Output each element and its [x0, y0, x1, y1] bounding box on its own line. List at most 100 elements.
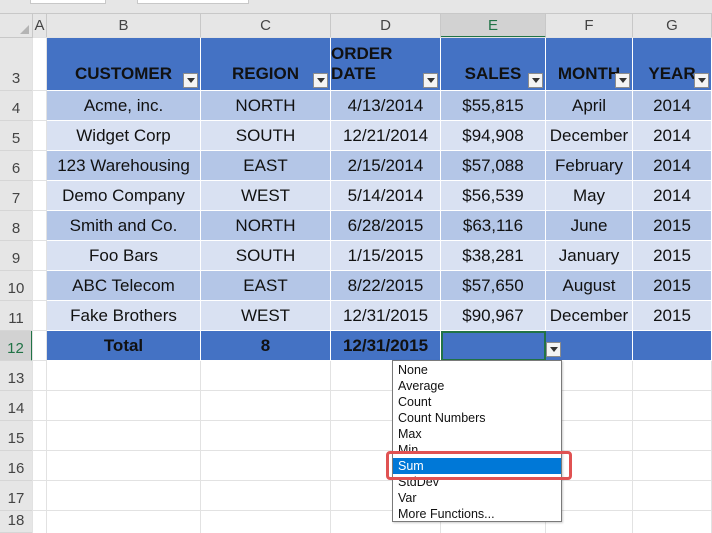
table-cell[interactable]: 12/21/2014: [331, 121, 441, 151]
table-cell[interactable]: 12/31/2015: [331, 301, 441, 331]
table-cell[interactable]: January: [546, 241, 633, 271]
dropdown-item-max[interactable]: Max: [398, 427, 422, 441]
table-cell[interactable]: WEST: [201, 181, 331, 211]
table-cell[interactable]: $56,539: [441, 181, 546, 211]
column-header-b[interactable]: B: [47, 14, 201, 38]
column-header-d[interactable]: D: [331, 14, 441, 38]
table-cell[interactable]: Smith and Co.: [47, 211, 201, 241]
row-header-14[interactable]: 14: [0, 391, 33, 421]
row-header-11[interactable]: 11: [0, 301, 33, 331]
filter-dropdown-button[interactable]: [423, 73, 438, 88]
table-cell[interactable]: 4/13/2014: [331, 91, 441, 121]
table-cell[interactable]: Fake Brothers: [47, 301, 201, 331]
filter-dropdown-button[interactable]: [313, 73, 328, 88]
row-header-3[interactable]: 3: [0, 38, 33, 91]
table-cell[interactable]: May: [546, 181, 633, 211]
table-cell[interactable]: June: [546, 211, 633, 241]
table-cell[interactable]: SOUTH: [201, 241, 331, 271]
table-cell[interactable]: 2014: [633, 181, 712, 211]
table-cell[interactable]: ABC Telecom: [47, 271, 201, 301]
table-cell[interactable]: 2015: [633, 241, 712, 271]
table-cell[interactable]: 2/15/2014: [331, 151, 441, 181]
row-header-15[interactable]: 15: [0, 421, 33, 451]
sheet-tab-strip: [0, 0, 712, 14]
filter-dropdown-button[interactable]: [615, 73, 630, 88]
dropdown-item-count[interactable]: Count: [398, 395, 432, 409]
sheet-tab-hint[interactable]: [137, 0, 249, 4]
column-header-g[interactable]: G: [633, 14, 712, 38]
dropdown-item-sum[interactable]: Sum: [393, 458, 561, 474]
dropdown-item-var[interactable]: Var: [398, 491, 417, 505]
column-header-f[interactable]: F: [546, 14, 633, 38]
table-cell[interactable]: 123 Warehousing: [47, 151, 201, 181]
table-cell[interactable]: $94,908: [441, 121, 546, 151]
total-function-dropdown-button[interactable]: [546, 342, 561, 357]
table-cell[interactable]: 6/28/2015: [331, 211, 441, 241]
table-cell[interactable]: 5/14/2014: [331, 181, 441, 211]
table-cell[interactable]: 1/15/2015: [331, 241, 441, 271]
table-cell[interactable]: $90,967: [441, 301, 546, 331]
dropdown-item-none[interactable]: None: [398, 363, 428, 377]
table-cell[interactable]: 2015: [633, 301, 712, 331]
column-header-e[interactable]: E: [441, 14, 546, 38]
filter-dropdown-button[interactable]: [183, 73, 198, 88]
table-cell[interactable]: EAST: [201, 271, 331, 301]
row-header-7[interactable]: 7: [0, 181, 33, 211]
row-header-5[interactable]: 5: [0, 121, 33, 151]
row-header-13[interactable]: 13: [0, 361, 33, 391]
column-header-c[interactable]: C: [201, 14, 331, 38]
table-cell[interactable]: December: [546, 121, 633, 151]
row-header-4[interactable]: 4: [0, 91, 33, 121]
total-row-cell[interactable]: 8: [201, 331, 331, 361]
table-cell[interactable]: $57,088: [441, 151, 546, 181]
table-header-label: ORDER DATE: [331, 44, 393, 83]
table-cell[interactable]: 2014: [633, 151, 712, 181]
row-header-16[interactable]: 16: [0, 451, 33, 481]
table-cell[interactable]: EAST: [201, 151, 331, 181]
row-header-12[interactable]: 12: [0, 331, 33, 361]
table-cell[interactable]: December: [546, 301, 633, 331]
table-cell[interactable]: $38,281: [441, 241, 546, 271]
dropdown-item-count-numbers[interactable]: Count Numbers: [398, 411, 486, 425]
table-cell[interactable]: 2014: [633, 91, 712, 121]
table-cell[interactable]: NORTH: [201, 211, 331, 241]
row-header-8[interactable]: 8: [0, 211, 33, 241]
total-row-cell[interactable]: Total: [47, 331, 201, 361]
table-cell[interactable]: 2015: [633, 211, 712, 241]
chevron-down-icon: [426, 78, 435, 83]
table-cell[interactable]: Foo Bars: [47, 241, 201, 271]
table-cell[interactable]: $55,815: [441, 91, 546, 121]
column-header-a[interactable]: A: [33, 14, 47, 38]
row-header-18[interactable]: 18: [0, 511, 33, 533]
row-header-10[interactable]: 10: [0, 271, 33, 301]
select-all-corner[interactable]: [0, 14, 33, 38]
table-cell[interactable]: Demo Company: [47, 181, 201, 211]
row-header-17[interactable]: 17: [0, 481, 33, 511]
table-cell[interactable]: 2015: [633, 271, 712, 301]
table-cell[interactable]: 2014: [633, 121, 712, 151]
table-cell[interactable]: 8/22/2015: [331, 271, 441, 301]
row-header-6[interactable]: 6: [0, 151, 33, 181]
table-cell[interactable]: Acme, inc.: [47, 91, 201, 121]
table-cell[interactable]: NORTH: [201, 91, 331, 121]
table-cell[interactable]: $57,650: [441, 271, 546, 301]
total-row-cell[interactable]: 12/31/2015: [331, 331, 441, 361]
dropdown-item-average[interactable]: Average: [398, 379, 445, 393]
row-header-9[interactable]: 9: [0, 241, 33, 271]
table-cell[interactable]: August: [546, 271, 633, 301]
sheet-tab-hint[interactable]: [30, 0, 106, 4]
gridline-horizontal: [33, 480, 712, 481]
total-row-cell[interactable]: [633, 331, 712, 361]
table-header-label: MONTH: [557, 64, 621, 83]
total-row-cell[interactable]: [441, 331, 546, 361]
filter-dropdown-button[interactable]: [528, 73, 543, 88]
dropdown-item-more-functions[interactable]: More Functions...: [398, 507, 495, 521]
table-cell[interactable]: SOUTH: [201, 121, 331, 151]
table-cell[interactable]: February: [546, 151, 633, 181]
table-cell[interactable]: April: [546, 91, 633, 121]
table-cell[interactable]: Widget Corp: [47, 121, 201, 151]
table-header-label: CUSTOMER: [75, 64, 172, 83]
table-cell[interactable]: WEST: [201, 301, 331, 331]
filter-dropdown-button[interactable]: [694, 73, 709, 88]
table-cell[interactable]: $63,116: [441, 211, 546, 241]
